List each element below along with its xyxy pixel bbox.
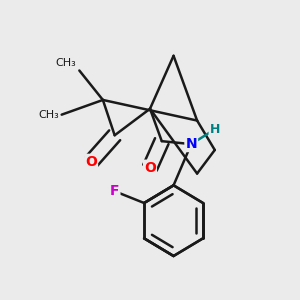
Text: N: N	[185, 137, 197, 151]
Text: F: F	[110, 184, 119, 198]
Text: CH₃: CH₃	[56, 58, 76, 68]
Text: CH₃: CH₃	[38, 110, 59, 120]
Text: O: O	[85, 155, 97, 169]
Text: H: H	[210, 123, 220, 136]
Text: O: O	[144, 161, 156, 175]
